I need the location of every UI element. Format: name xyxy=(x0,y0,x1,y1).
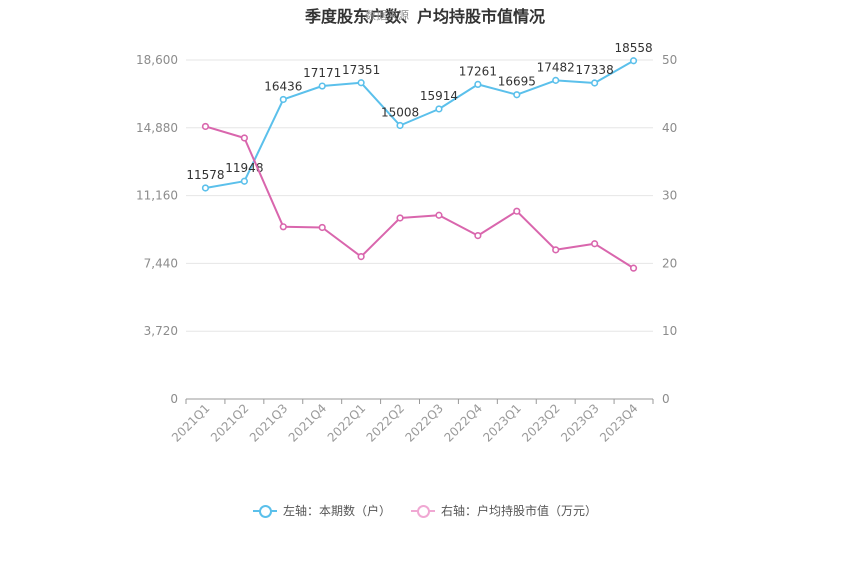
data-point xyxy=(591,79,599,87)
data-label: 16695 xyxy=(498,75,536,89)
data-label: 17482 xyxy=(537,60,575,74)
data-point xyxy=(318,223,326,232)
data-point xyxy=(318,82,326,90)
right-axis-tick: 50 xyxy=(662,53,677,67)
x-axis-tick: 2021Q1 xyxy=(169,401,213,445)
x-axis-tick: 2022Q4 xyxy=(441,401,485,445)
x-axis-tick: 2021Q2 xyxy=(208,401,252,445)
data-point xyxy=(513,207,521,215)
left-axis-tick: 11,160 xyxy=(136,189,178,203)
legend: 左轴：本期数（户） 右轴：户均持股市值（万元） xyxy=(0,502,850,519)
x-axis-tick: 2022Q3 xyxy=(403,401,447,445)
data-point xyxy=(629,264,638,272)
x-axis-tick: 2023Q3 xyxy=(558,401,602,445)
data-point xyxy=(396,214,404,222)
data-point xyxy=(513,91,521,99)
series-line-left xyxy=(205,59,634,189)
legend-item-right-series[interactable]: 右轴：户均持股市值（万元） xyxy=(411,502,597,519)
left-axis-tick: 0 xyxy=(170,392,178,406)
legend-swatch-left-series xyxy=(252,504,277,518)
data-point xyxy=(591,240,599,248)
legend-item-left-series[interactable]: 左轴：本期数（户） xyxy=(252,502,391,519)
data-point xyxy=(396,121,404,130)
right-axis-tick: 40 xyxy=(662,121,677,135)
data-point xyxy=(357,253,365,261)
x-axis-tick: 2021Q3 xyxy=(247,401,291,445)
data-point xyxy=(201,122,210,131)
x-axis-tick: 2023Q4 xyxy=(597,401,641,445)
data-point xyxy=(240,134,248,142)
left-axis-tick: 7,440 xyxy=(144,256,178,270)
left-axis-tick: 18,600 xyxy=(136,53,178,67)
watermark: 数据来源 xyxy=(365,9,409,22)
x-axis-tick: 2021Q4 xyxy=(286,401,330,445)
x-axis-tick: 2023Q2 xyxy=(519,401,563,445)
x-axis-tick: 2023Q1 xyxy=(480,401,524,445)
legend-label-left-series: 左轴：本期数（户） xyxy=(282,504,391,518)
data-point xyxy=(279,95,287,104)
data-point xyxy=(552,246,560,254)
data-point xyxy=(552,76,560,84)
left-axis-tick: 14,880 xyxy=(136,121,178,135)
right-axis-tick: 10 xyxy=(662,324,677,338)
legend-swatch-right-series xyxy=(411,504,435,518)
data-point xyxy=(435,211,443,219)
data-label: 11948 xyxy=(225,161,263,175)
data-label: 11578 xyxy=(186,168,224,182)
series-line-right xyxy=(205,125,635,269)
data-point xyxy=(474,232,482,240)
data-point xyxy=(357,79,365,87)
data-label: 18558 xyxy=(614,41,652,55)
chart-title: 季度股东户数、户均持股市值情况 xyxy=(304,7,545,26)
data-label: 15008 xyxy=(381,105,419,119)
left-axis-tick: 3,720 xyxy=(144,324,178,338)
data-label: 17338 xyxy=(576,63,614,77)
data-point xyxy=(629,57,638,65)
data-point xyxy=(279,223,287,231)
data-point xyxy=(201,184,210,192)
right-axis-tick: 30 xyxy=(662,189,677,203)
data-label: 17171 xyxy=(303,66,341,80)
right-axis-tick: 20 xyxy=(662,256,677,270)
data-point xyxy=(435,105,443,113)
data-label: 17261 xyxy=(459,64,497,78)
data-point xyxy=(240,177,248,185)
x-axis-tick: 2022Q2 xyxy=(364,401,408,445)
right-axis-tick: 0 xyxy=(662,392,670,406)
data-point xyxy=(474,80,482,89)
data-label: 16436 xyxy=(264,79,302,93)
data-label: 15914 xyxy=(420,89,458,103)
legend-label-right-series: 右轴：户均持股市值（万元） xyxy=(441,504,598,518)
x-axis-tick: 2022Q1 xyxy=(325,401,369,445)
data-label: 17351 xyxy=(342,63,380,77)
